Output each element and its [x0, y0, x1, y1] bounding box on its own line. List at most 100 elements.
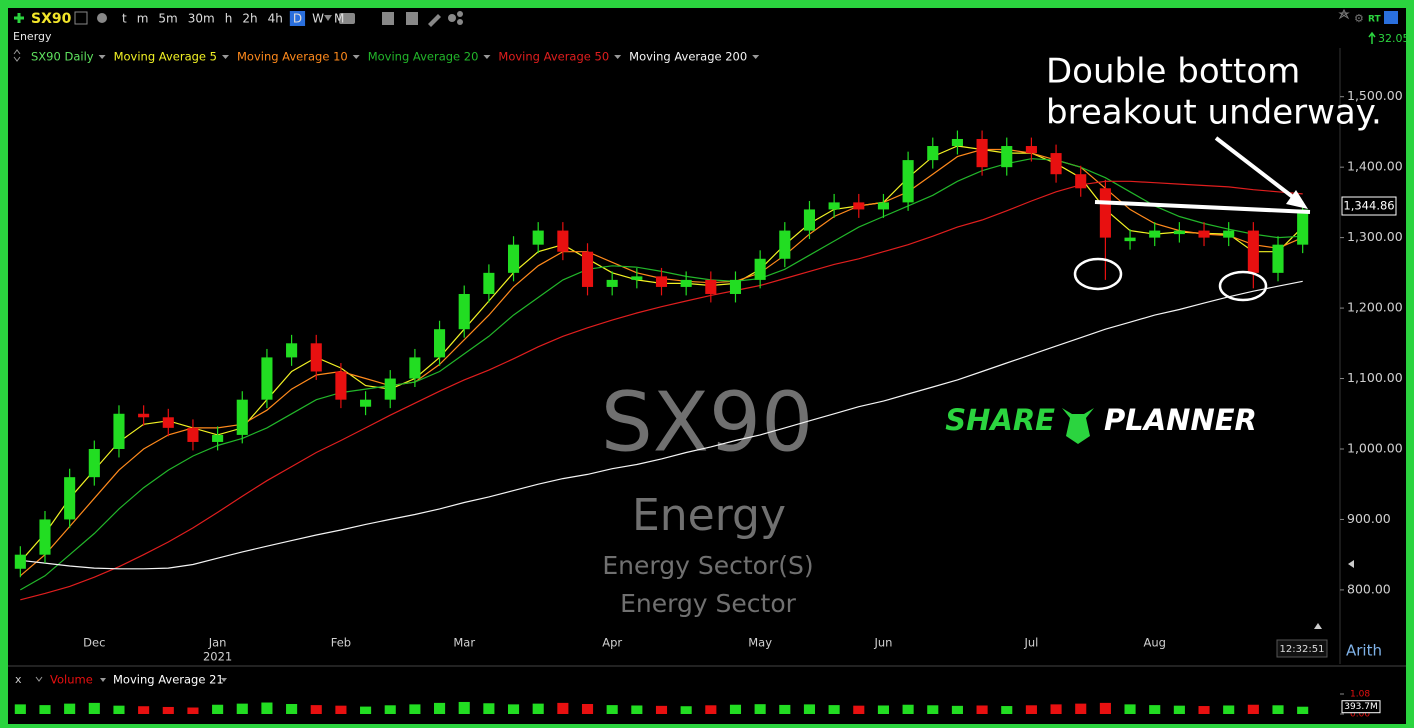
interval[interactable]: 30m: [188, 12, 215, 26]
pen-icon[interactable]: [428, 14, 441, 27]
volume-bar: [1149, 705, 1161, 714]
volume-bar: [113, 705, 125, 714]
interval[interactable]: t: [122, 12, 127, 26]
bottom-marker: [1073, 257, 1123, 291]
share-icon[interactable]: [448, 14, 456, 22]
interval[interactable]: 4h: [268, 12, 283, 26]
interval-dropdown[interactable]: [324, 15, 332, 21]
chart-background: [8, 8, 1406, 724]
volume-bar: [39, 705, 51, 714]
legend-dropdown: [752, 55, 760, 59]
bottom-marker: [1218, 270, 1268, 302]
volume-bar: [853, 705, 865, 714]
watermark: SX90 Energy Energy Sector(S) Energy Sect…: [601, 375, 814, 618]
candle-body: [64, 477, 76, 520]
legend-entry: Moving Average 10: [237, 50, 348, 64]
interval[interactable]: 5m: [158, 12, 177, 26]
indicator-icon[interactable]: [339, 13, 355, 24]
legend-dropdown: [352, 55, 360, 59]
volume-bar: [729, 704, 742, 714]
add-icon[interactable]: [14, 13, 24, 23]
dropdown[interactable]: [221, 678, 227, 682]
y-tick-label: 1,000.00: [1347, 440, 1403, 455]
candle-body: [1173, 230, 1185, 235]
candle-body: [434, 329, 446, 358]
x-tick-label: Jun: [873, 636, 892, 650]
volume-bar: [187, 707, 199, 714]
volume-bar: [507, 704, 520, 714]
volume-bar: [557, 702, 569, 714]
interval-bar: t m 5m 30m h 2h 4h D W M: [122, 11, 344, 26]
interval[interactable]: D: [293, 12, 302, 26]
volume-bar: [655, 705, 668, 714]
candle-body: [1099, 188, 1111, 238]
interval[interactable]: 2h: [242, 12, 257, 26]
candle-body: [1124, 237, 1136, 242]
y-tick-label: 800.00: [1347, 581, 1391, 596]
dropdown[interactable]: [100, 678, 106, 682]
page: {"toolbar": {"intervals": ["t", "m", "5m…: [0, 4, 1414, 728]
y-tick-label: 1,500.00: [1347, 88, 1403, 103]
settings-icon[interactable]: ⚙: [1354, 12, 1364, 25]
interval[interactable]: M: [334, 12, 344, 26]
share-icon-b[interactable]: [457, 11, 463, 17]
candle-body: [1149, 230, 1161, 238]
candle-body: [1223, 230, 1235, 238]
x-tick-label: Feb: [331, 636, 351, 650]
volume-bar: [1297, 706, 1309, 714]
plot-area: [14, 130, 1309, 601]
share-icon-c[interactable]: [457, 19, 463, 25]
volume-bar: [828, 705, 840, 714]
change-value: 32.05: [1378, 32, 1410, 45]
legend-entry: SX90 Daily: [31, 50, 94, 64]
price-axis: 800.00 900.00 1,000.00 1,100.00 1,200.00 1,30…: [83, 88, 1403, 663]
scroll-up[interactable]: [1314, 623, 1322, 629]
candle-body: [1272, 244, 1284, 273]
moving-average: [20, 180, 1303, 601]
interval[interactable]: W: [312, 12, 324, 26]
x-tick-label: Dec: [83, 636, 105, 650]
candle-body: [976, 138, 988, 168]
last-price-tag: [1341, 196, 1397, 216]
annotation: Double bottom breakout underway.: [1046, 52, 1382, 133]
y-tick-label: 1,100.00: [1347, 370, 1403, 385]
candle-body: [261, 357, 273, 400]
toolbar-icons: [74, 11, 463, 27]
close-volume[interactable]: x: [15, 673, 22, 686]
rt-badge: RT: [1368, 15, 1382, 25]
volume-bar: [138, 706, 150, 714]
interval[interactable]: m: [137, 12, 149, 26]
volume-bar: [902, 704, 914, 714]
volume-bar: [286, 704, 298, 714]
scale-mode[interactable]: Arith: [1346, 642, 1382, 660]
candle-body: [360, 399, 372, 407]
volume-bar: [384, 705, 396, 714]
volume-bar: [803, 704, 816, 714]
volume-bar: [360, 706, 372, 714]
interval[interactable]: h: [225, 12, 233, 26]
arrow-shaft: [1214, 136, 1300, 203]
candle-body: [680, 279, 692, 287]
candle-body: [803, 209, 816, 231]
watermark-name: Energy: [632, 490, 786, 541]
y-tick-label: 1,200.00: [1347, 300, 1403, 315]
candle-body: [458, 293, 470, 330]
symbol[interactable]: SX90: [31, 11, 72, 27]
list-icon[interactable]: [74, 11, 88, 25]
annotation-line: breakout underway.: [1046, 93, 1382, 133]
annotate-icon[interactable]: [97, 13, 107, 23]
time: 12:32:51: [1280, 644, 1325, 655]
legend-handle[interactable]: [13, 49, 21, 62]
symbol-name: Energy: [13, 30, 52, 43]
share-button[interactable]: [1384, 11, 1398, 24]
favorite-icon[interactable]: [1338, 8, 1350, 20]
scroll-left[interactable]: [1348, 560, 1354, 568]
candle-body: [779, 230, 791, 259]
candle-body: [14, 554, 26, 569]
calc-icon[interactable]: [382, 12, 394, 25]
candle-body: [655, 276, 668, 287]
annotation-line: Double bottom: [1046, 52, 1300, 92]
candle-body: [557, 230, 569, 252]
draw-icon[interactable]: [406, 12, 418, 25]
candle-body: [310, 343, 322, 372]
